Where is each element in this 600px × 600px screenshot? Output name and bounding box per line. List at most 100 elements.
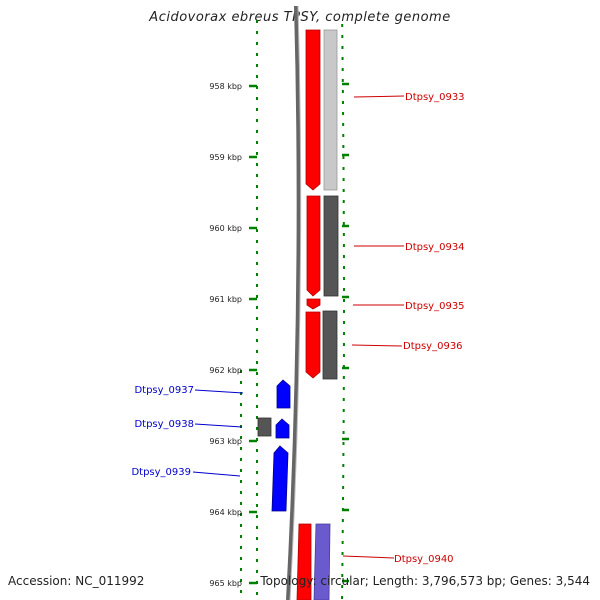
guide-dot xyxy=(342,332,345,335)
label-dtpsy-0938[interactable]: Dtpsy_0938 xyxy=(134,419,194,430)
guide-dot xyxy=(341,563,344,566)
guide-dot xyxy=(342,189,345,192)
cds-dtpsy-0940[interactable] xyxy=(313,523,331,600)
gene-dtpsy-0940-arrow[interactable] xyxy=(296,523,312,600)
guide-dot xyxy=(256,218,258,221)
guide-dot xyxy=(256,119,258,122)
guide-dot xyxy=(256,97,258,100)
guide-dot xyxy=(256,394,258,397)
guide-dot xyxy=(341,68,344,71)
guide-dot xyxy=(342,431,345,434)
guide-dot xyxy=(256,163,258,166)
gene-dtpsy-0934-arrow[interactable] xyxy=(306,195,321,297)
guide-dot xyxy=(342,200,345,203)
guide-dot xyxy=(341,596,344,599)
guide-dot xyxy=(342,321,345,324)
connector-dtpsy-0940 xyxy=(342,555,395,559)
guide-dot xyxy=(256,229,258,232)
gene-dtpsy-0935-arrow[interactable] xyxy=(306,298,321,310)
accession-text: Accession: NC_011992 xyxy=(8,574,145,588)
guide-dot xyxy=(256,427,258,430)
guide-dot xyxy=(256,471,258,474)
guide-dot xyxy=(256,559,258,562)
guide-dot xyxy=(240,436,242,439)
guide-dot xyxy=(240,524,242,527)
ruler-tick-label: 960 kbp xyxy=(209,224,242,233)
guide-dot xyxy=(342,288,345,291)
gene-dtpsy-0936-arrow[interactable] xyxy=(305,311,321,379)
guide-dot xyxy=(256,75,258,78)
cds-dtpsy-0938[interactable] xyxy=(257,417,272,437)
cds-dtpsy-0936[interactable] xyxy=(322,310,338,380)
guide-dot xyxy=(342,387,345,390)
cds-dtpsy-0933[interactable] xyxy=(323,29,338,191)
guide-dot xyxy=(240,480,242,483)
guide-dot xyxy=(256,537,258,540)
genome-backbone-highlight xyxy=(289,5,302,600)
ruler-tick-label: 962 kbp xyxy=(209,366,242,375)
guide-dot xyxy=(240,568,242,571)
guide-dot xyxy=(342,123,345,126)
ruler: 958 kbp 959 kbp 960 kbp 961 kbp 962 kbp 963 k… xyxy=(209,82,349,588)
label-dtpsy-0934[interactable]: Dtpsy_0934 xyxy=(405,242,465,253)
guide-dot xyxy=(256,108,258,111)
guide-dot xyxy=(256,493,258,496)
guide-dot xyxy=(240,579,242,582)
guide-dot xyxy=(256,416,258,419)
guide-dot xyxy=(341,552,344,555)
guide-dot xyxy=(256,86,258,89)
label-dtpsy-0939[interactable]: Dtpsy_0939 xyxy=(131,467,191,478)
guide-dot xyxy=(342,222,345,225)
guide-dot xyxy=(256,53,258,56)
guide-dot xyxy=(256,339,258,342)
guide-dot xyxy=(342,178,345,181)
guide-dot xyxy=(342,167,345,170)
guide-dot xyxy=(256,449,258,452)
guide-dot xyxy=(342,365,345,368)
guide-dot xyxy=(342,497,345,500)
guide-dot xyxy=(256,152,258,155)
guide-dot xyxy=(342,420,345,423)
connector-dtpsy-0939 xyxy=(192,471,241,477)
guide-dot xyxy=(341,585,344,588)
guide-dot xyxy=(256,350,258,353)
gene-dtpsy-0933-arrow[interactable] xyxy=(305,29,321,191)
guide-dot xyxy=(256,20,258,23)
label-dtpsy-0937[interactable]: Dtpsy_0937 xyxy=(134,385,194,396)
guide-dot xyxy=(240,403,242,406)
guide-dot xyxy=(240,469,242,472)
ruler-tick-label: 961 kbp xyxy=(209,295,242,304)
guide-dot xyxy=(256,306,258,309)
guide-dot xyxy=(256,526,258,529)
label-dtpsy-0935[interactable]: Dtpsy_0935 xyxy=(405,301,465,312)
cds-dtpsy-0934[interactable] xyxy=(323,195,339,297)
ruler-tick-label: 959 kbp xyxy=(209,153,242,162)
connector-dtpsy-0933 xyxy=(353,95,405,98)
guide-dot xyxy=(342,354,345,357)
label-connectors xyxy=(192,95,405,559)
guide-dot xyxy=(256,295,258,298)
connector-dtpsy-0938 xyxy=(194,423,243,428)
guide-dot xyxy=(256,284,258,287)
gene-dtpsy-0937-arrow[interactable] xyxy=(276,379,291,409)
guide-dot xyxy=(240,392,242,395)
ruler-tick-label: 963 kbp xyxy=(209,437,242,446)
guide-dot xyxy=(341,519,344,522)
label-dtpsy-0936[interactable]: Dtpsy_0936 xyxy=(403,341,463,352)
guide-dot xyxy=(342,376,345,379)
guide-dot xyxy=(256,31,258,34)
guide-dot xyxy=(341,574,344,577)
guide-dot xyxy=(342,310,345,313)
guide-dot xyxy=(342,453,345,456)
guide-dot xyxy=(240,535,242,538)
gene-dtpsy-0938-arrow[interactable] xyxy=(275,418,290,439)
guide-dot xyxy=(256,207,258,210)
guide-dot xyxy=(341,541,344,544)
guide-dot xyxy=(342,409,345,412)
label-dtpsy-0940[interactable]: Dtpsy_0940 xyxy=(394,554,454,565)
gene-dtpsy-0939-arrow[interactable] xyxy=(271,445,289,512)
guide-dot xyxy=(256,240,258,243)
guide-dot xyxy=(342,266,345,269)
label-dtpsy-0933[interactable]: Dtpsy_0933 xyxy=(405,92,465,103)
guide-dot xyxy=(342,255,345,258)
